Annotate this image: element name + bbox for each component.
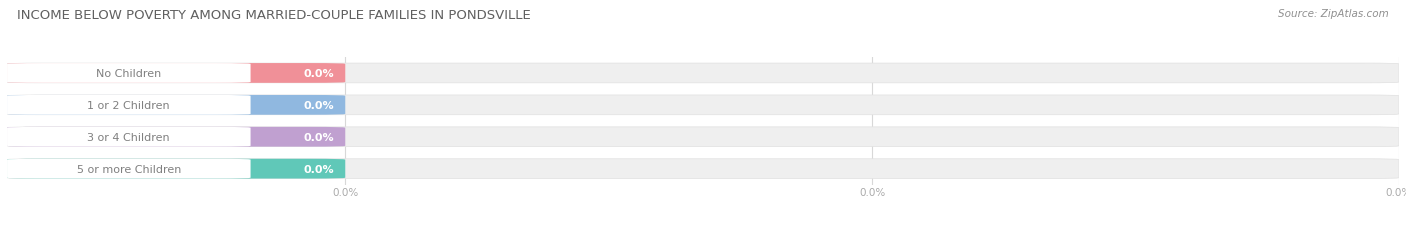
FancyBboxPatch shape <box>7 64 1399 83</box>
FancyBboxPatch shape <box>7 96 1399 115</box>
FancyBboxPatch shape <box>7 96 250 115</box>
FancyBboxPatch shape <box>7 64 346 83</box>
Text: 3 or 4 Children: 3 or 4 Children <box>87 132 170 142</box>
Text: INCOME BELOW POVERTY AMONG MARRIED-COUPLE FAMILIES IN PONDSVILLE: INCOME BELOW POVERTY AMONG MARRIED-COUPL… <box>17 9 530 22</box>
FancyBboxPatch shape <box>7 159 1399 179</box>
FancyBboxPatch shape <box>7 127 346 147</box>
FancyBboxPatch shape <box>7 159 346 179</box>
Text: 0.0%: 0.0% <box>304 164 335 174</box>
FancyBboxPatch shape <box>7 127 250 147</box>
Text: 1 or 2 Children: 1 or 2 Children <box>87 100 170 110</box>
Text: Source: ZipAtlas.com: Source: ZipAtlas.com <box>1278 9 1389 19</box>
FancyBboxPatch shape <box>7 64 250 83</box>
FancyBboxPatch shape <box>7 127 1399 147</box>
FancyBboxPatch shape <box>7 159 250 179</box>
Text: 0.0%: 0.0% <box>304 100 335 110</box>
Text: 5 or more Children: 5 or more Children <box>76 164 181 174</box>
Text: 0.0%: 0.0% <box>304 132 335 142</box>
FancyBboxPatch shape <box>7 96 346 115</box>
Text: 0.0%: 0.0% <box>304 69 335 79</box>
Text: No Children: No Children <box>96 69 162 79</box>
